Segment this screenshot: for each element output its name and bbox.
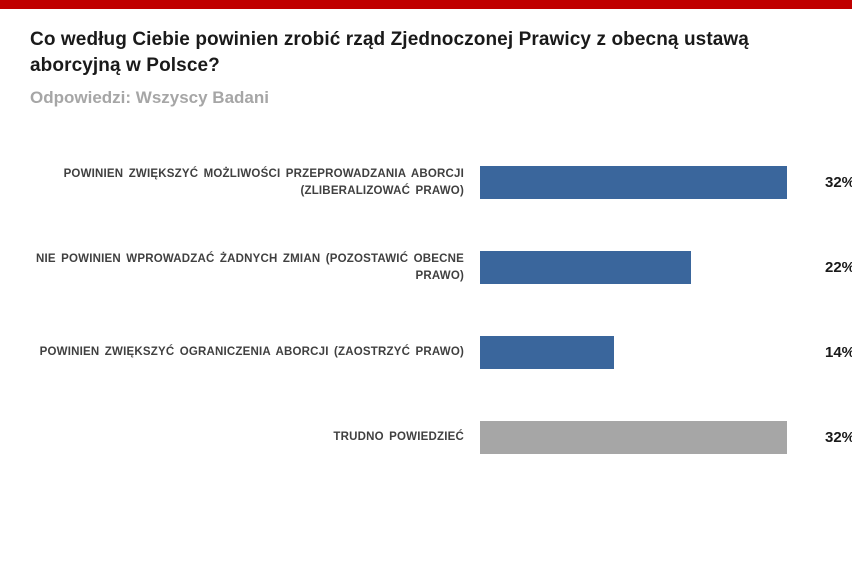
- bar: [480, 336, 615, 370]
- bar-label: POWINIEN ZWIĘKSZYĆ MOŻLIWOŚCI PRZEPROWAD…: [63, 168, 464, 197]
- page-title: Co według Ciebie powinien zrobić rząd Zj…: [30, 29, 749, 76]
- bar-row: NIE POWINIEN WPROWADZAĆ ŻADNYCH ZMIAN (P…: [30, 251, 852, 285]
- bar-chart: POWINIEN ZWIĘKSZYĆ MOŻLIWOŚCI PRZEPROWAD…: [30, 166, 852, 455]
- bar-value: 32%: [825, 429, 852, 447]
- bar-row: TRUDNO POWIEDZIEĆ 32%: [30, 421, 852, 455]
- bar-row: POWINIEN ZWIĘKSZYĆ MOŻLIWOŚCI PRZEPROWAD…: [30, 166, 852, 200]
- top-accent-bar: [0, 0, 852, 9]
- bar-value: 14%: [825, 344, 852, 362]
- bar: [480, 421, 788, 455]
- bar-value: 22%: [825, 259, 852, 277]
- bar-label: POWINIEN ZWIĘKSZYĆ OGRANICZENIA ABORCJI …: [39, 346, 464, 359]
- page-subtitle: Odpowiedzi: Wszyscy Badani: [30, 88, 269, 108]
- bar-row: POWINIEN ZWIĘKSZYĆ OGRANICZENIA ABORCJI …: [30, 336, 852, 370]
- bar-track: [480, 421, 816, 455]
- bar-label: TRUDNO POWIEDZIEĆ: [333, 431, 464, 444]
- bar-label: NIE POWINIEN WPROWADZAĆ ŻADNYCH ZMIAN (P…: [35, 253, 464, 282]
- bar: [480, 251, 692, 285]
- chart-header: Co według Ciebie powinien zrobić rząd Zj…: [0, 9, 852, 455]
- bar-track: [480, 251, 816, 285]
- bar: [480, 166, 788, 200]
- bar-track: [480, 166, 816, 200]
- bar-track: [480, 336, 816, 370]
- bar-value: 32%: [825, 174, 852, 192]
